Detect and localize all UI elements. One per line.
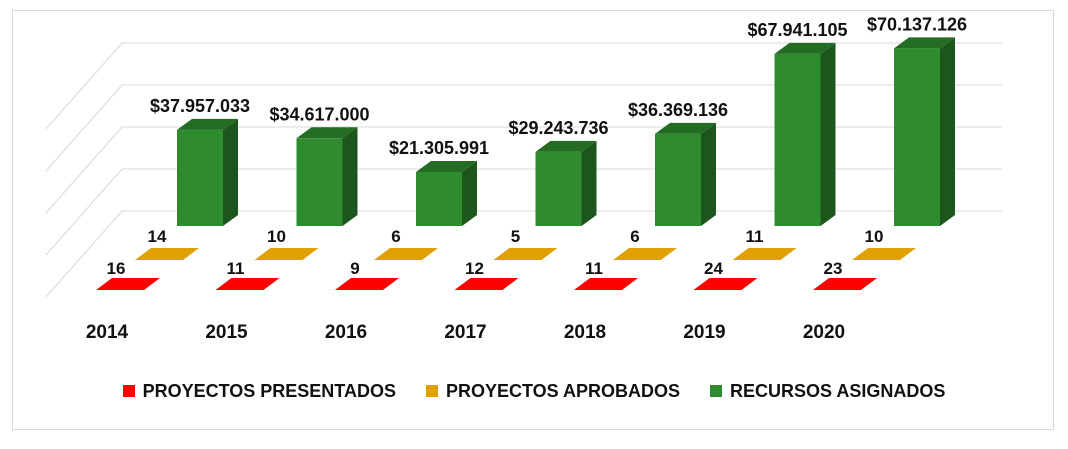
aprobados-data-label: 6 [391,227,400,246]
recursos-bar [416,172,462,226]
aprobados-bar [254,248,319,260]
recursos-bar [774,53,821,226]
aprobados-bar [732,248,797,260]
recursos-data-label: $37.957.033 [150,96,250,116]
recursos-bar-side [940,37,955,227]
recursos-bar-top [296,127,358,139]
presentados-data-label: 24 [704,259,723,278]
recursos-bar-top [535,140,597,152]
recursos-data-label: $21.305.991 [389,138,489,158]
chart-legend: PROYECTOS PRESENTADOS PROYECTOS APROBADO… [0,376,1068,406]
recursos-bar [296,138,343,226]
aprobados-data-label: 10 [865,227,884,246]
presentados-bar [96,278,160,290]
recursos-bar-side [581,140,597,226]
presentados-data-label: 11 [227,259,245,278]
aprobados-bar [493,248,558,260]
presentados-data-label: 23 [824,259,843,278]
presentados-bar [574,278,638,290]
recursos-bar-side [820,42,836,226]
recursos-data-label: $34.617.000 [269,104,369,124]
recursos-data-label: $29.243.736 [508,118,608,138]
presentados-data-label: 12 [465,259,484,278]
aprobados-data-label: 6 [630,227,639,246]
recursos-bar-side [223,118,238,226]
x-tick-label: 2017 [444,322,486,343]
legend-label-recursos: RECURSOS ASIGNADOS [730,380,946,401]
recursos-bar-top [655,122,716,134]
gridline-side [45,210,123,298]
gridline-side [45,168,123,256]
aprobados-bar [852,248,916,260]
presentados-data-label: 16 [107,259,126,278]
recursos-bar-top [894,37,955,49]
recursos-bar-side [701,122,716,226]
x-tick-label: 2020 [803,322,845,343]
recursos-data-label: $36.369.136 [628,100,728,120]
aprobados-data-label: 5 [511,227,520,246]
gridline-side [45,42,123,130]
recursos-bar-top [177,118,238,130]
recursos-bar-side [342,127,358,226]
recursos-data-label: $67.941.105 [747,20,847,40]
aprobados-data-label: 14 [148,227,167,246]
presentados-bar [215,278,280,290]
recursos-bar [894,48,940,227]
recursos-bar [177,129,223,226]
presentados-bar [335,278,399,290]
legend-swatch-aprobados [425,385,438,397]
presentados-bar [813,278,877,290]
x-tick-label: 2015 [205,322,248,343]
recursos-data-label: $70.137.126 [867,14,967,34]
gridline-side [45,84,123,172]
recursos-bar [535,151,582,226]
legend-label-presentados: PROYECTOS PRESENTADOS [142,380,396,401]
aprobados-data-label: 11 [746,227,764,246]
x-tick-label: 2019 [683,322,725,343]
aprobados-bar [374,248,438,260]
recursos-bar-top [416,161,477,173]
x-tick-label: 2018 [564,322,606,343]
aprobados-bar [613,248,677,260]
legend-swatch-recursos [710,385,723,397]
presentados-bar [693,278,758,290]
presentados-bar [454,278,519,290]
aprobados-bar [135,248,199,260]
legend-item-presentados: PROYECTOS PRESENTADOS [122,380,396,402]
aprobados-data-label: 10 [267,227,286,246]
recursos-bar [655,133,701,226]
recursos-bar-side [462,161,477,226]
x-tick-label: 2014 [86,322,129,343]
legend-swatch-presentados [122,385,135,397]
recursos-bar-top [774,42,836,54]
legend-item-recursos: RECURSOS ASIGNADOS [710,381,945,402]
presentados-data-label: 9 [350,259,359,278]
presentados-data-label: 11 [585,259,603,278]
gridline-side [45,126,123,214]
x-tick-label: 2016 [325,322,367,343]
legend-item-aprobados: PROYECTOS APROBADOS [425,380,681,402]
legend-label-aprobados: PROYECTOS APROBADOS [445,380,681,401]
